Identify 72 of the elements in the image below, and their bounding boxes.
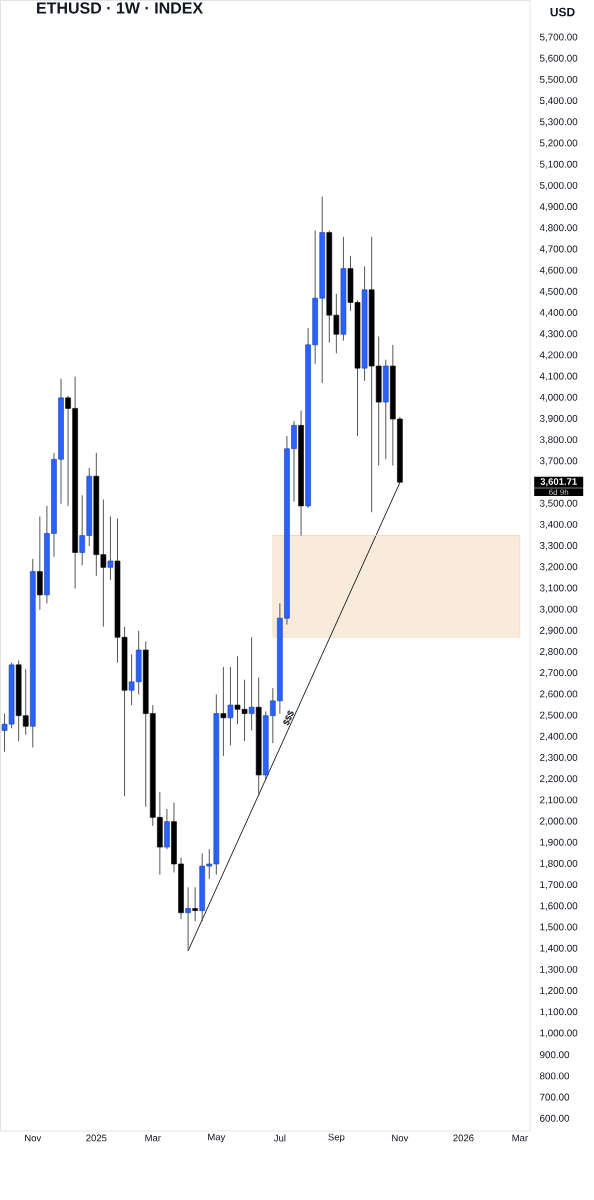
y-tick-label: 3,500.00 xyxy=(539,499,578,508)
x-tick-label: May xyxy=(208,1133,226,1143)
candlestick xyxy=(185,886,191,952)
candlestick xyxy=(227,666,234,746)
y-tick-label: 4,000.00 xyxy=(539,393,578,402)
y-tick-label: 2,500.00 xyxy=(540,711,578,720)
y-tick-label: 1,700.00 xyxy=(540,881,578,890)
y-tick-label: 1,500.00 xyxy=(540,923,578,932)
text: 6d 9h xyxy=(549,489,569,496)
y-tick-label: 5,500.00 xyxy=(539,75,578,85)
y-tick-label: 1,200.00 xyxy=(540,987,578,996)
annotation: $$$ xyxy=(283,710,295,726)
candlestick xyxy=(220,666,227,757)
candlestick xyxy=(107,515,114,581)
y-tick-label: 3,800.00 xyxy=(539,436,578,445)
y-tick-label: 4,300.00 xyxy=(539,330,578,339)
y-tick-label: 4,600.00 xyxy=(539,266,578,275)
y-tick-label: 5,300.00 xyxy=(539,118,578,127)
y-tick-label: 4,100.00 xyxy=(539,372,578,381)
y-tick-label: 4,500.00 xyxy=(539,287,578,296)
y-tick-label: 600.00 xyxy=(540,1114,570,1122)
x-tick-label: Nov xyxy=(25,1134,42,1142)
candlestick xyxy=(37,515,43,611)
x-tick-label: Mar xyxy=(145,1134,161,1142)
chart-title: ETHUSD · 1W · INDEX xyxy=(37,2,203,14)
y-tick-label: 5,700.00 xyxy=(539,33,578,42)
y-tick-label: 1,400.00 xyxy=(540,944,578,953)
y-tick-label: 1,900.00 xyxy=(540,838,578,847)
y-tick-label: 2,200.00 xyxy=(540,775,578,784)
y-tick-label: 3,400.00 xyxy=(539,520,578,530)
y-tick-label: 5,200.00 xyxy=(539,139,578,148)
candlestick xyxy=(248,636,255,732)
y-tick-label: 3,900.00 xyxy=(539,414,578,424)
y-tick-label: 2,400.00 xyxy=(540,732,578,741)
x-tick-label: Nov xyxy=(392,1134,409,1142)
y-tick-label: 4,400.00 xyxy=(539,309,578,318)
y-tick-label: 3,700.00 xyxy=(539,457,578,466)
y-tick-label: 2,600.00 xyxy=(540,690,578,699)
y-axis-title: USD xyxy=(550,7,575,17)
y-tick-label: 1,300.00 xyxy=(540,965,578,974)
y-tick-label: 2,100.00 xyxy=(540,796,578,805)
x-tick-label: Jul xyxy=(273,1134,286,1142)
y-tick-label: 5,600.00 xyxy=(539,54,578,63)
y-tick-label: 4,700.00 xyxy=(539,245,578,254)
y-tick-label: 2,800.00 xyxy=(540,648,578,657)
y-tick-label: 1,600.00 xyxy=(540,902,578,911)
y-tick-label: 3,200.00 xyxy=(539,563,578,572)
y-tick-label: 5,100.00 xyxy=(539,160,578,169)
y-tick-label: 5,400.00 xyxy=(539,97,578,106)
y-tick-label: 2,000.00 xyxy=(540,817,578,826)
y-tick-label: 2,900.00 xyxy=(540,626,578,635)
y-tick-label: 1,000.00 xyxy=(540,1029,578,1038)
y-tick-label: 1,100.00 xyxy=(540,1008,578,1017)
y-tick-label: 4,200.00 xyxy=(539,351,578,360)
x-tick-label: 2025 xyxy=(86,1134,107,1142)
x-tick-label: 2026 xyxy=(453,1134,474,1142)
x-tick-label: Mar xyxy=(512,1134,528,1142)
y-tick-label: 3,000.00 xyxy=(539,605,578,614)
y-tick-label: 2,300.00 xyxy=(540,754,578,763)
text: 3,601.71 xyxy=(540,478,577,487)
y-tick-label: 3,300.00 xyxy=(539,542,578,551)
y-tick-label: 3,100.00 xyxy=(539,584,578,593)
y-tick-label: 900.00 xyxy=(539,1051,570,1059)
y-tick-label: 1,800.00 xyxy=(540,859,578,869)
candlestick xyxy=(192,886,198,922)
y-tick-label: 2,700.00 xyxy=(540,669,578,678)
y-tick-label: 4,900.00 xyxy=(539,203,578,212)
y-tick-label: 800.00 xyxy=(539,1072,570,1080)
y-tick-label: 5,000.00 xyxy=(539,181,578,190)
y-tick-label: 700.00 xyxy=(540,1093,570,1101)
x-tick-label: Sep xyxy=(328,1133,345,1143)
y-tick-label: 4,800.00 xyxy=(539,224,578,233)
